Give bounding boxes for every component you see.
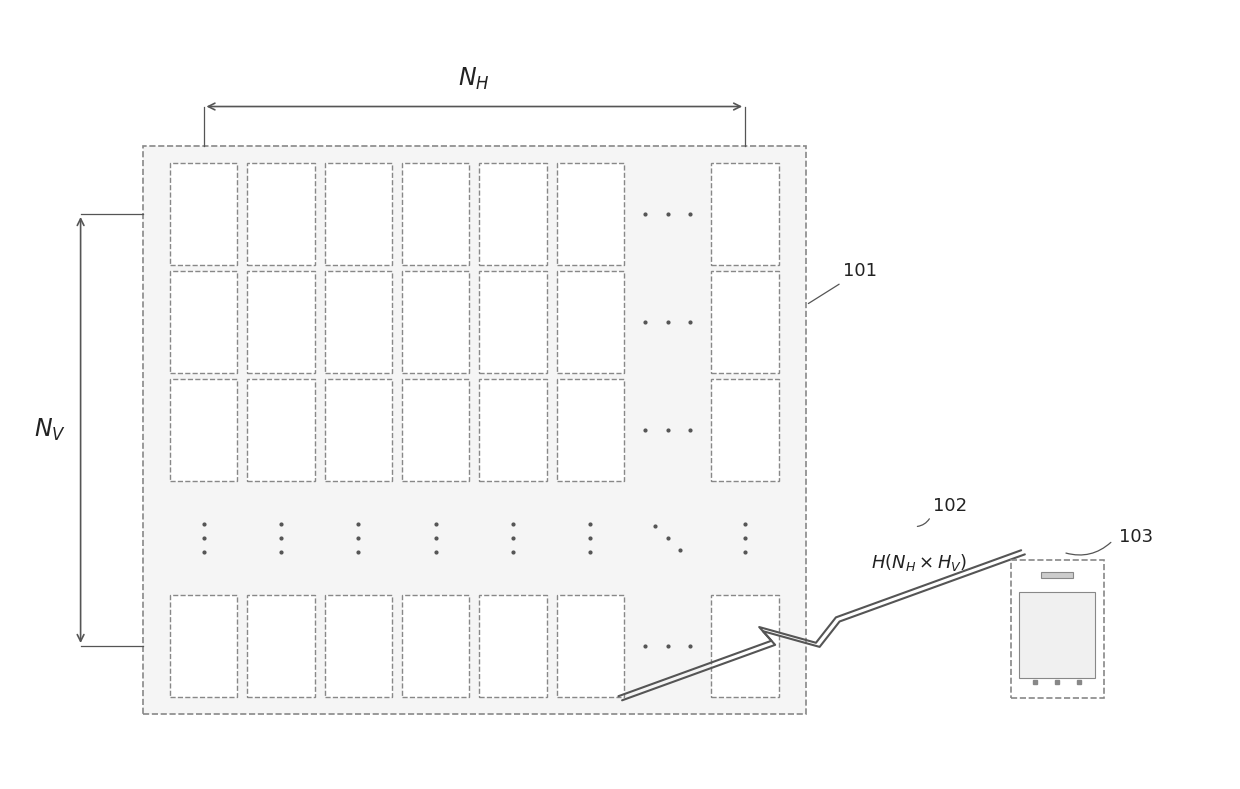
Bar — [557, 380, 624, 481]
Bar — [325, 163, 392, 265]
Bar — [402, 271, 469, 373]
Text: 103: 103 — [1118, 528, 1153, 545]
Bar — [170, 163, 237, 265]
Text: 102: 102 — [934, 497, 967, 515]
Bar — [480, 595, 547, 697]
Bar — [170, 380, 237, 481]
Bar — [1040, 572, 1073, 578]
Bar — [402, 163, 469, 265]
Bar — [325, 271, 392, 373]
Bar — [247, 380, 315, 481]
Bar — [1019, 592, 1095, 678]
Bar — [402, 595, 469, 697]
Bar — [480, 380, 547, 481]
Bar — [170, 271, 237, 373]
Bar — [712, 271, 779, 373]
Bar — [402, 380, 469, 481]
Bar — [712, 163, 779, 265]
Bar — [557, 595, 624, 697]
Bar — [557, 163, 624, 265]
Bar — [247, 595, 315, 697]
Bar — [170, 595, 237, 697]
Text: 101: 101 — [808, 262, 877, 304]
Bar — [325, 595, 392, 697]
Text: $N_V$: $N_V$ — [33, 417, 66, 443]
Bar — [325, 380, 392, 481]
Bar — [557, 271, 624, 373]
Bar — [247, 163, 315, 265]
Bar — [247, 271, 315, 373]
Bar — [480, 163, 547, 265]
Bar — [712, 595, 779, 697]
Bar — [143, 146, 806, 714]
Bar — [1011, 560, 1104, 698]
Text: $N_H$: $N_H$ — [459, 66, 490, 92]
Bar — [480, 271, 547, 373]
Bar — [712, 380, 779, 481]
Text: $H(N_H\times H_V)$: $H(N_H\times H_V)$ — [872, 552, 967, 573]
